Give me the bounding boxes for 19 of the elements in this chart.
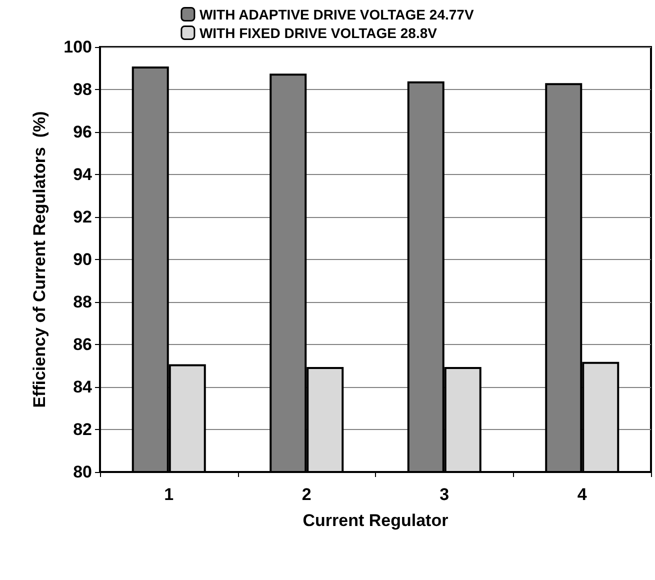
y-tick-label: 100: [64, 38, 92, 56]
y-tick-label: 98: [73, 80, 92, 99]
y-tick-label: 80: [73, 462, 92, 482]
y-axis-title: Efficiency of Current Regulators (%): [30, 111, 49, 408]
y-tick-label: 88: [73, 292, 92, 312]
y-tick-label: 96: [73, 122, 92, 142]
y-tick-label: 84: [73, 378, 93, 396]
x-tick-label: 3: [440, 485, 450, 504]
legend-label: WITH ADAPTIVE DRIVE VOLTAGE 24.77V: [199, 6, 474, 22]
x-tick-label: 2: [302, 485, 312, 504]
y-tick-label: 94: [73, 165, 93, 184]
x-axis-title: Current Regulator: [302, 511, 449, 530]
x-tick-label: 4: [577, 485, 588, 504]
y-tick-label: 90: [73, 250, 92, 269]
legend-label: WITH FIXED DRIVE VOLTAGE 28.8V: [199, 24, 438, 41]
y-tick-label: 82: [73, 420, 92, 439]
x-tick-label: 1: [164, 485, 174, 504]
y-tick-label: 86: [73, 335, 92, 354]
y-tick-label: 92: [73, 208, 92, 226]
